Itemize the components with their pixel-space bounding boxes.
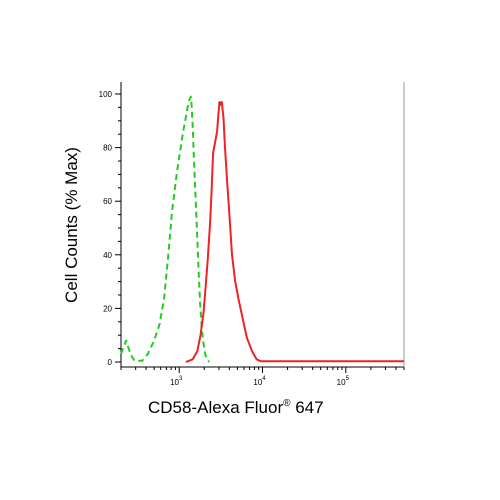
x-axis-title-main: CD58-Alexa Fluor: [148, 398, 283, 417]
x-tick-label: 105: [337, 376, 350, 387]
dashed-histogram-line: [120, 95, 211, 363]
series-layer: [120, 95, 404, 363]
y-axis-ticks: 0 20 40 60 80 100: [99, 90, 121, 367]
x-axis-title-suffix: 647: [290, 398, 323, 417]
x-tick-label: 104: [253, 376, 266, 387]
x-tick-label: 103: [170, 376, 183, 387]
y-tick-label: 80: [103, 144, 112, 153]
y-tick-label: 20: [103, 304, 112, 313]
y-tick-label: 40: [103, 251, 112, 260]
plot-frame: [120, 82, 405, 368]
y-axis-title: Cell Counts (% Max): [62, 147, 81, 303]
y-tick-label: 100: [99, 90, 113, 99]
x-axis-title: CD58-Alexa Fluor® 647: [148, 398, 324, 417]
x-axis-ticks: 103 104 105: [120, 367, 405, 387]
y-tick-label: 60: [103, 197, 112, 206]
x-axis-title-superscript: ®: [283, 398, 291, 409]
solid-histogram-line: [185, 101, 404, 363]
y-tick-label: 0: [108, 358, 113, 367]
